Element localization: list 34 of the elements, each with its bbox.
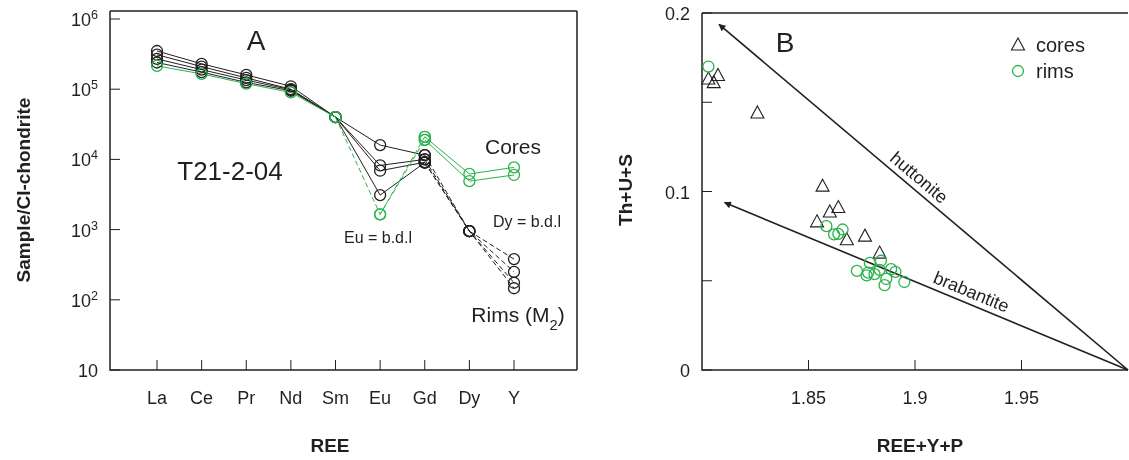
y-tick-label: 10 [77, 361, 98, 381]
y-tick-label: 10$^{2}$ [70, 288, 98, 311]
y-axis-title: Sample/CI-chondrite [13, 97, 34, 283]
x-tick-label: Sm [322, 388, 349, 408]
x-tick-label: Eu [369, 388, 392, 408]
y-tick-label: 10$^{4}$ [70, 148, 98, 171]
y-tick-label: 0.1 [664, 182, 690, 203]
text: A [246, 25, 266, 56]
y-axis-title: Th+U+S [615, 154, 636, 226]
x-axis-title: REE [310, 435, 350, 456]
x-tick-label: Gd [412, 388, 437, 408]
x-tick-label: La [146, 388, 168, 408]
annotation: T21-2-04 [177, 156, 283, 186]
x-tick-label: Dy [458, 388, 481, 408]
x-tick-label: Nd [279, 388, 303, 408]
legend-label: cores [1036, 34, 1085, 56]
annotation: Cores [484, 135, 542, 158]
legend-label: rims [1036, 60, 1074, 82]
x-tick-label: 1.9 [902, 388, 928, 408]
annotation: Dy = b.d.l [492, 213, 562, 230]
x-tick-label: Y [507, 388, 521, 408]
y-tick-label: 0 [679, 361, 690, 381]
x-axis-title: REE+Y+P [876, 435, 964, 456]
x-tick-label: 1.85 [790, 388, 827, 408]
y-tick-label: 0.2 [664, 4, 690, 24]
text: B [775, 27, 795, 58]
x-tick-label: Ce [190, 388, 214, 408]
annotation: Eu = b.d.l [343, 229, 413, 246]
y-tick-label: 10$^{3}$ [70, 218, 98, 241]
x-tick-label: Pr [237, 388, 256, 408]
y-tick-label: 10$^{5}$ [70, 78, 98, 101]
x-tick-label: 1.95 [1003, 388, 1040, 408]
annotation: Rims (M$_{2}$) [471, 303, 565, 333]
y-tick-label: 10$^{6}$ [70, 8, 98, 30]
